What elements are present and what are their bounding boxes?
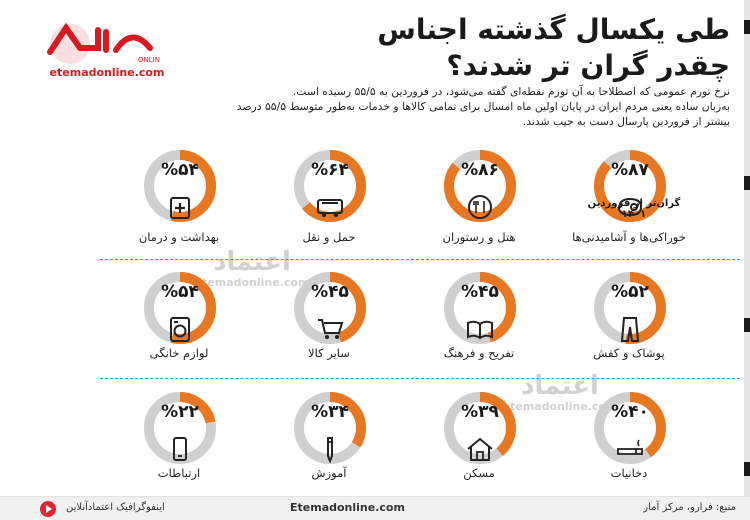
title-line-2: چقدر گران تر شدند؟ — [446, 49, 730, 82]
side-strip — [744, 0, 750, 520]
book-icon — [467, 320, 493, 340]
washing-machine-icon — [170, 317, 190, 342]
stat-caption: ارتباطات — [157, 466, 201, 480]
donut-chart — [144, 272, 216, 344]
stat-value: %۸۶ — [461, 160, 499, 180]
watermark-brand: اعتماد — [213, 247, 291, 277]
page-title: طی یکسال گذشته اجناس چقدر گران تر شدند؟ — [310, 12, 730, 84]
intro-line-1: نرخ تورم عمومی که اصطلاحا به آن تورم نقط… — [292, 85, 730, 98]
stat-value: %۴۵ — [461, 282, 499, 302]
donut-chart — [294, 272, 366, 344]
cart-icon — [318, 319, 344, 339]
strip-tick — [744, 176, 750, 190]
stat-caption: سایر کالا — [308, 346, 350, 360]
donut-value-arc — [594, 150, 666, 222]
donut-value-arc — [594, 392, 666, 464]
stat-card: %۵۲ پوشاک و کفش — [554, 270, 704, 370]
stat-card: %۴۵ تفریح و فرهنگ — [404, 270, 554, 370]
stat-value: %۵۴ — [161, 160, 199, 180]
stat-value: %۲۲ — [161, 402, 199, 422]
phone-icon — [173, 437, 187, 461]
meat-icon — [617, 197, 643, 217]
stat-caption: پوشاک و کفش — [593, 346, 665, 360]
trousers-icon — [620, 317, 640, 342]
cigarette-icon — [617, 439, 643, 455]
logo-mark: ONLINE — [47, 22, 160, 64]
stat-caption: لوازم خانگی — [149, 346, 209, 360]
stat-caption: دخانیات — [610, 466, 648, 480]
stat-card: %۶۴ حمل و نقل — [254, 148, 404, 248]
watermark-url: etemadonline.com — [502, 400, 618, 413]
stat-value: %۵۴ — [161, 282, 199, 302]
stat-card: %۸۷ گران‌تر از فروردین ۱۴۰۱ خوراکی‌ها و … — [554, 148, 704, 248]
stat-card: %۴۵ سایر کالا — [254, 270, 404, 370]
stat-caption: خوراکی‌ها و آشامیدنی‌ها — [572, 230, 686, 244]
strip-tick — [744, 462, 750, 476]
stat-card: %۵۴ بهداشت و درمان — [104, 148, 254, 248]
stat-card: %۳۹ مسکن — [404, 390, 554, 490]
stat-value: %۴۰ — [611, 402, 649, 422]
donut-chart — [594, 272, 666, 344]
stat-card: %۴۰ دخانیات — [554, 390, 704, 490]
brand-logo[interactable]: ONLINE etemadonline.com — [32, 18, 182, 84]
intro-line-2: به‌زبان ساده یعنی مردم ایران در پایان او… — [236, 100, 730, 113]
donut-value-arc — [294, 392, 366, 464]
logo-url: etemadonline.com — [49, 66, 165, 79]
footer-bar: اینفوگرافیک اعتمادآنلاین Etemadonline.co… — [0, 496, 750, 520]
donut-chart — [594, 150, 666, 222]
footer-site-link[interactable]: Etemadonline.com — [290, 501, 405, 514]
stats-row-3: %۴۰ دخانیات %۳۹ مسکن %۳۴ آموزش %۲۲ ا — [0, 390, 750, 490]
stats-row-1: %۸۷ گران‌تر از فروردین ۱۴۰۱ خوراکی‌ها و … — [0, 148, 750, 248]
donut-value-arc — [294, 272, 366, 344]
donut-value-arc — [294, 150, 366, 222]
stat-value: %۳۴ — [311, 402, 349, 422]
stat-caption: تفریح و فرهنگ — [443, 346, 515, 360]
fork-knife-icon — [468, 195, 492, 219]
row-divider — [100, 259, 740, 260]
watermark-url: etemadonline.com — [194, 276, 310, 289]
stat-value: %۴۵ — [311, 282, 349, 302]
donut-chart — [594, 392, 666, 464]
stat-card: %۵۴ لوازم خانگی — [104, 270, 254, 370]
stat-caption: حمل و نقل — [302, 230, 356, 244]
stat-card: %۳۴ آموزش — [254, 390, 404, 490]
footer-source: منبع: فرارو، مرکز آمار — [643, 502, 736, 513]
play-icon[interactable] — [40, 501, 56, 517]
house-icon — [467, 437, 493, 461]
watermark-brand: اعتماد — [521, 371, 599, 401]
logo-online-text: ONLINE — [138, 56, 160, 64]
intro-paragraph: نرخ تورم عمومی که اصطلاحا به آن تورم نقط… — [30, 84, 730, 129]
stat-value: %۶۴ — [311, 160, 349, 180]
watermark: اعتماد etemadonline.com — [192, 248, 312, 289]
medkit-icon — [170, 197, 190, 219]
watermark: اعتماد etemadonline.com — [500, 372, 620, 413]
stat-value: %۸۷ — [611, 160, 649, 180]
stat-card: %۲۲ ارتباطات — [104, 390, 254, 490]
donut-value-arc — [444, 392, 516, 464]
pencil-icon — [327, 437, 333, 463]
stat-caption: آموزش — [311, 466, 347, 480]
intro-line-3: بیشتر از فروردین پارسال دست به جیب شدند. — [522, 115, 730, 128]
stat-card: %۸۶ هتل و رستوران — [404, 148, 554, 248]
title-line-1: طی یکسال گذشته اجناس — [377, 13, 730, 46]
stat-value: %۵۲ — [611, 282, 649, 302]
stat-caption: مسکن — [463, 466, 495, 480]
donut-chart — [294, 150, 366, 222]
donut-value-arc — [144, 272, 216, 344]
strip-tick — [744, 20, 750, 34]
donut-value-arc — [444, 272, 516, 344]
donut-value-arc — [144, 392, 216, 464]
footer-credit: اینفوگرافیک اعتمادآنلاین — [66, 502, 165, 513]
strip-tick — [744, 318, 750, 332]
stat-value: %۳۹ — [461, 402, 499, 422]
stats-row-2: %۵۲ پوشاک و کفش %۴۵ تفریح و فرهنگ %۴۵ سا… — [0, 270, 750, 370]
stat-caption: هتل و رستوران — [442, 230, 516, 244]
row-divider — [100, 378, 740, 379]
bus-icon — [317, 199, 343, 218]
donut-value-arc — [594, 272, 666, 344]
stat-caption: بهداشت و درمان — [138, 230, 220, 244]
